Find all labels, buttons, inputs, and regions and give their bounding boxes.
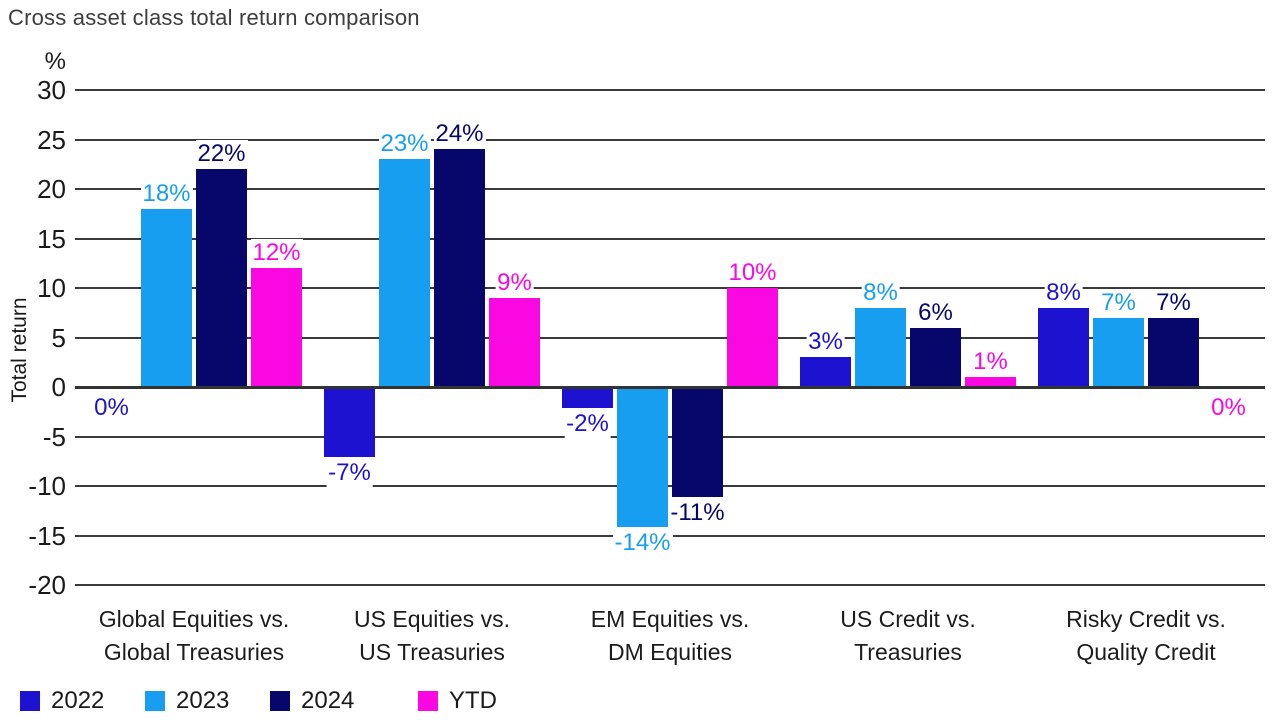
value-label-2022-group1: 0% (92, 394, 131, 422)
value-label-ytd-group3: 10% (726, 259, 779, 287)
bar-2023-group4 (855, 307, 906, 387)
y-tick-label: 0 (51, 372, 66, 402)
y-axis-unit: % (44, 48, 66, 75)
y-tick-label: 15 (37, 223, 66, 254)
x-category-label-4: US Credit vs. Treasuries (840, 606, 976, 665)
bar-2022-group4 (800, 357, 851, 387)
y-tick-label: -5 (42, 421, 66, 452)
bar-2024-group3 (672, 388, 723, 497)
value-label-2022-group5: 8% (1044, 278, 1083, 307)
gridline (75, 138, 1265, 141)
value-label-2024-group5: 7% (1154, 288, 1193, 317)
x-category-label-1: Global Equities vs. Global Treasuries (98, 606, 290, 665)
x-category-label-5: Risky Credit vs. Quality Credit (1066, 606, 1226, 665)
bar-ytd-group1 (251, 268, 302, 387)
bar-2022-group5 (1038, 307, 1089, 387)
legend-item-2023: 2023 (145, 687, 229, 715)
gridline (75, 584, 1265, 586)
gridline (75, 287, 1265, 289)
bar-2023-group1 (141, 208, 192, 387)
y-tick-label: -10 (28, 471, 66, 501)
gridline (75, 89, 1265, 91)
value-label-2023-group2: 23% (378, 130, 431, 159)
gridline (75, 435, 1265, 438)
legend-label-ytd: YTD (449, 687, 497, 714)
bar-2024-group1 (196, 169, 247, 387)
value-label-ytd-group1: 12% (250, 239, 303, 268)
bar-2024-group4 (910, 327, 961, 387)
bar-2024-group5 (1148, 317, 1199, 387)
value-label-ytd-group2: 9% (495, 268, 534, 297)
legend-item-2024: 2024 (270, 687, 354, 715)
y-tick-label: -15 (28, 520, 66, 551)
legend-label-2023: 2023 (176, 687, 230, 714)
legend-swatch-2022 (20, 691, 40, 711)
legend-swatch-2024 (270, 691, 290, 711)
value-label-ytd-group4: 1% (971, 348, 1010, 377)
bar-ytd-group3 (727, 288, 778, 387)
legend-swatch-ytd (418, 691, 438, 711)
bar-2022-group2 (324, 388, 375, 458)
bar-2024-group2 (434, 149, 485, 387)
value-label-2022-group4: 3% (806, 328, 845, 357)
value-label-2023-group4: 8% (861, 278, 900, 307)
legend-label-2024: 2024 (301, 687, 355, 714)
y-tick-label: 5 (51, 322, 66, 353)
legend-swatch-2023 (145, 691, 165, 711)
bar-2023-group5 (1093, 317, 1144, 387)
y-tick-label: 25 (37, 124, 66, 155)
value-label-2023-group5: 7% (1099, 288, 1138, 317)
bar-2023-group2 (379, 159, 430, 387)
legend-item-2022: 2022 (20, 687, 104, 715)
value-label-2022-group3: -2% (564, 409, 611, 438)
gridline (75, 485, 1265, 487)
legend-item-ytd: YTD (418, 687, 497, 715)
gridline (75, 336, 1265, 339)
value-label-2023-group3: -14% (612, 528, 673, 557)
value-label-2024-group4: 6% (916, 298, 955, 327)
gridline (75, 237, 1265, 240)
value-label-2024-group2: 24% (433, 120, 486, 149)
bar-2023-group3 (617, 388, 668, 527)
chart-title: Cross asset class total return compariso… (8, 5, 420, 30)
bar-ytd-group2 (489, 297, 540, 387)
bar-ytd-group4 (965, 377, 1016, 387)
value-label-2024-group1: 22% (195, 140, 248, 169)
value-label-2024-group3: -11% (668, 498, 727, 527)
y-tick-label: 20 (37, 174, 66, 204)
x-category-label-2: US Equities vs. US Treasuries (354, 606, 510, 665)
zero-axis-line (75, 386, 1265, 389)
value-label-2022-group2: -7% (326, 459, 373, 488)
value-label-2023-group1: 18% (140, 179, 193, 208)
value-label-ytd-group5: 0% (1209, 394, 1248, 422)
legend-label-2022: 2022 (51, 687, 105, 714)
y-tick-label: 10 (37, 273, 66, 303)
gridline (75, 188, 1265, 190)
y-tick-label: 30 (37, 75, 66, 105)
bar-2022-group3 (562, 388, 613, 408)
x-category-label-3: EM Equities vs. DM Equities (590, 606, 750, 665)
y-tick-label: -20 (28, 570, 66, 600)
